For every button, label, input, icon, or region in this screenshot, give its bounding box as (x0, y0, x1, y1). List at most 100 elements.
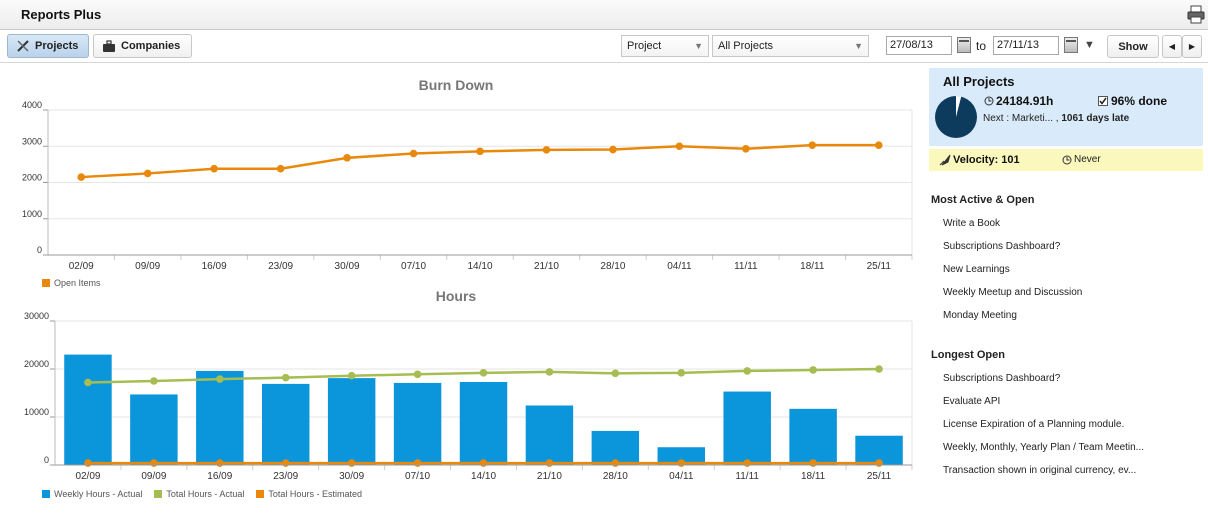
list-item[interactable]: Write a Book (943, 218, 1001, 229)
calendar-icon[interactable] (957, 37, 971, 53)
check-icon (1098, 96, 1108, 106)
data-point (281, 373, 290, 382)
bar-02-09 (64, 354, 112, 465)
legend-item-total-actual: Total Hours - Actual (154, 489, 244, 499)
date-to-input[interactable]: 27/11/13 (993, 36, 1059, 55)
bar-07-10 (393, 382, 442, 465)
list-item[interactable]: Subscriptions Dashboard? (943, 241, 1061, 252)
hours-legend: Weekly Hours - Actual Total Hours - Actu… (42, 489, 362, 499)
data-point (742, 144, 750, 153)
tab-projects-label: Projects (35, 40, 79, 52)
most-active-heading: Most Active & Open (931, 194, 1035, 206)
velocity-label: Velocity: 101 (953, 154, 1020, 166)
burn-down-legend: Open Items (42, 278, 101, 288)
list-item[interactable]: New Learnings (943, 264, 1010, 275)
data-point (874, 141, 883, 149)
data-point (809, 459, 817, 467)
data-point (479, 369, 488, 377)
x-tick-label: 14/10 (471, 471, 496, 482)
date-from-input[interactable]: 27/08/13 (886, 36, 952, 55)
x-tick-label: 02/09 (69, 261, 94, 272)
list-item[interactable]: Evaluate API (943, 396, 1001, 407)
chevron-left-icon[interactable]: ◀ (1162, 35, 1182, 58)
data-point (609, 145, 617, 154)
y-tick-label: 1000 (22, 209, 42, 219)
x-tick-label: 28/10 (603, 471, 628, 482)
next-milestone-name: Next : Marketi... , (983, 113, 1059, 124)
project-summary-panel: All Projects 24184.91h 96% done Next : M… (929, 68, 1203, 146)
project-select[interactable]: All Projects ▼ (712, 35, 869, 57)
list-item[interactable]: License Expiration of a Planning module. (943, 419, 1125, 430)
y-tick-label: 10000 (24, 407, 49, 417)
bar-14-10 (459, 381, 508, 465)
data-point (150, 377, 158, 385)
clock-icon (1062, 155, 1072, 165)
bar-11-11 (723, 391, 771, 465)
x-tick-label: 11/11 (735, 471, 759, 482)
x-tick-label: 30/09 (339, 471, 364, 482)
y-tick-label: 3000 (22, 136, 42, 146)
bar-21-10 (525, 405, 574, 465)
data-point (675, 142, 684, 151)
legend-label: Weekly Hours - Actual (54, 489, 143, 499)
x-tick-label: 23/09 (273, 471, 298, 482)
completion-pie (935, 96, 977, 138)
data-point (677, 459, 686, 467)
done-percent: 96% done (1111, 94, 1168, 108)
data-point (216, 375, 224, 383)
x-tick-label: 18/11 (801, 471, 826, 482)
list-item[interactable]: Monday Meeting (943, 310, 1017, 321)
group-by-select[interactable]: Project ▼ (621, 35, 709, 57)
rocket-icon (939, 154, 951, 166)
chevron-right-icon[interactable]: ▶ (1182, 35, 1202, 58)
legend-item-open-items: Open Items (42, 278, 101, 288)
data-point (77, 173, 86, 181)
list-item[interactable]: Weekly, Monthly, Yearly Plan / Team Meet… (943, 442, 1145, 453)
print-button[interactable] (1186, 4, 1206, 25)
data-point (808, 141, 817, 149)
x-tick-label: 28/10 (600, 261, 625, 272)
calendar-icon[interactable] (1064, 37, 1078, 53)
to-label: to (976, 39, 987, 53)
y-tick-label: 30000 (24, 311, 49, 321)
tab-companies-label: Companies (121, 40, 181, 52)
chevron-down-icon: ▼ (694, 41, 703, 51)
data-point (875, 459, 883, 467)
options-caret-icon[interactable]: ▼ (1084, 39, 1095, 51)
data-point (743, 459, 751, 467)
legend-item-weekly-actual: Weekly Hours - Actual (42, 489, 142, 499)
data-point (210, 164, 218, 173)
tab-companies[interactable]: Companies (93, 34, 192, 58)
data-point (743, 367, 751, 375)
title-bar: Reports Plus (0, 0, 1208, 30)
bar-09-09 (130, 394, 178, 465)
list-item[interactable]: Weekly Meetup and Discussion (943, 287, 1083, 298)
legend-label: Total Hours - Actual (166, 489, 245, 499)
data-point (84, 459, 92, 467)
x-tick-label: 07/10 (405, 471, 430, 482)
y-tick-label: 4000 (22, 100, 42, 110)
y-tick-label: 20000 (24, 359, 49, 369)
list-item[interactable]: Subscriptions Dashboard? (943, 373, 1061, 384)
toolbar: Projects Companies Project ▼ All Project… (0, 31, 1208, 63)
data-point (611, 459, 620, 467)
x-tick-label: 04/11 (667, 261, 692, 272)
x-tick-label: 07/10 (401, 261, 426, 272)
never-label: Never (1074, 154, 1101, 165)
legend-swatch (42, 490, 50, 498)
list-item[interactable]: Transaction shown in original currency, … (943, 465, 1137, 476)
data-point (611, 369, 620, 378)
burn-down-chart: 0 1000 2000 3000 4000 02/09 09/09 16/09 23/09 30/… (22, 100, 913, 272)
tab-projects[interactable]: Projects (7, 34, 89, 58)
bar-04-11 (657, 447, 706, 465)
data-point (545, 368, 554, 376)
printer-icon (1187, 5, 1205, 24)
x-tick-label: 16/09 (202, 261, 227, 272)
data-point (413, 459, 422, 467)
data-point (875, 365, 883, 373)
x-tick-label: 25/11 (867, 471, 892, 482)
data-point (413, 370, 422, 379)
show-button[interactable]: Show (1107, 35, 1159, 58)
y-tick-label: 0 (37, 245, 42, 255)
bar-30-09 (327, 378, 376, 465)
